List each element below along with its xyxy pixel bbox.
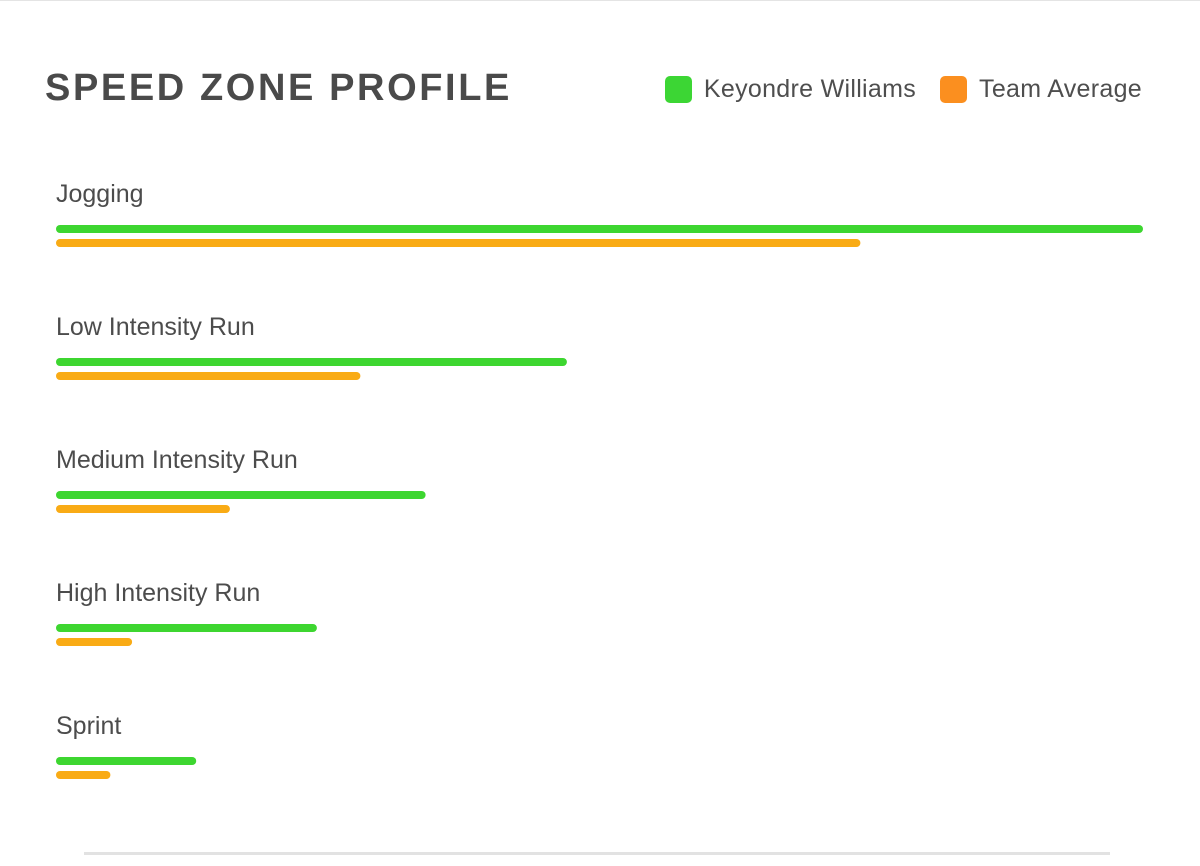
legend-label-team: Team Average bbox=[979, 74, 1142, 103]
bar-team-medium-intensity-run bbox=[56, 505, 230, 513]
bar-team-sprint bbox=[56, 771, 111, 779]
top-divider bbox=[0, 0, 1200, 1]
chart-title: SPEED ZONE PROFILE bbox=[45, 67, 512, 109]
bar-player-high-intensity-run bbox=[56, 624, 317, 632]
bar-player-low-intensity-run bbox=[56, 358, 567, 366]
bottom-divider bbox=[84, 852, 1110, 855]
bar-player-medium-intensity-run bbox=[56, 491, 426, 499]
bar-player-sprint bbox=[56, 757, 197, 765]
category-label-high-intensity-run: High Intensity Run bbox=[56, 579, 260, 607]
legend-swatch-team bbox=[940, 75, 968, 103]
category-label-sprint: Sprint bbox=[56, 712, 121, 740]
category-label-jogging: Jogging bbox=[56, 180, 144, 208]
legend: Keyondre Williams Team Average bbox=[641, 72, 1142, 106]
legend-swatch-player bbox=[664, 75, 692, 103]
legend-item-team: Team Average bbox=[940, 75, 1142, 104]
legend-item-player: Keyondre Williams bbox=[664, 74, 917, 104]
category-label-low-intensity-run: Low Intensity Run bbox=[56, 313, 255, 341]
bar-team-high-intensity-run bbox=[56, 638, 133, 646]
bar-team-jogging bbox=[56, 239, 861, 247]
category-label-medium-intensity-run: Medium Intensity Run bbox=[56, 446, 298, 474]
bar-team-low-intensity-run bbox=[56, 372, 361, 380]
bar-player-jogging bbox=[56, 225, 1143, 233]
legend-label-player: Keyondre Williams bbox=[703, 74, 917, 103]
